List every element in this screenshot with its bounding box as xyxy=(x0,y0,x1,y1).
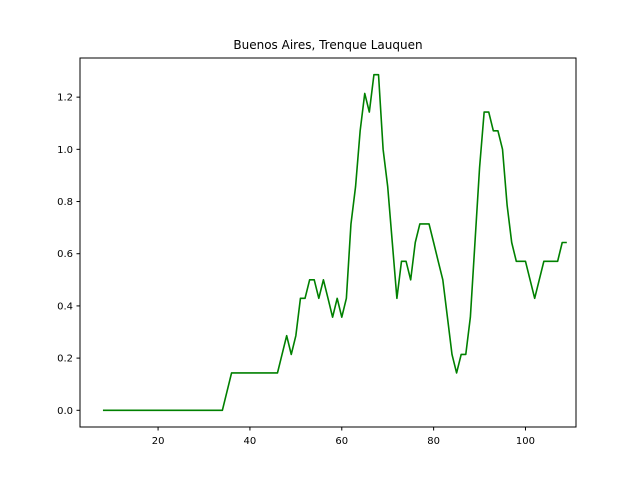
x-tick-label: 80 xyxy=(427,436,440,447)
y-tick-label: 0.0 xyxy=(57,406,73,417)
series-line xyxy=(102,73,567,412)
y-tick-label: 0.4 xyxy=(57,301,73,312)
plot-area-frame xyxy=(79,57,577,428)
chart-title: Buenos Aires, Trenque Lauquen xyxy=(233,38,422,52)
y-tick-label: 0.2 xyxy=(57,354,73,365)
series-layer xyxy=(102,73,567,412)
x-axis: 20 40 60 80 100 xyxy=(152,427,535,447)
y-tick-label: 0.8 xyxy=(57,197,73,208)
x-tick-label: 60 xyxy=(335,436,348,447)
x-tick-label: 40 xyxy=(244,436,257,447)
y-axis: 0.0 0.2 0.4 0.6 0.8 1.0 1.2 xyxy=(57,93,80,417)
x-tick-label: 100 xyxy=(516,436,535,447)
x-tick-label: 20 xyxy=(152,436,165,447)
y-tick-label: 1.2 xyxy=(57,93,73,104)
y-tick-label: 0.6 xyxy=(57,249,73,260)
y-tick-label: 1.0 xyxy=(57,145,73,156)
